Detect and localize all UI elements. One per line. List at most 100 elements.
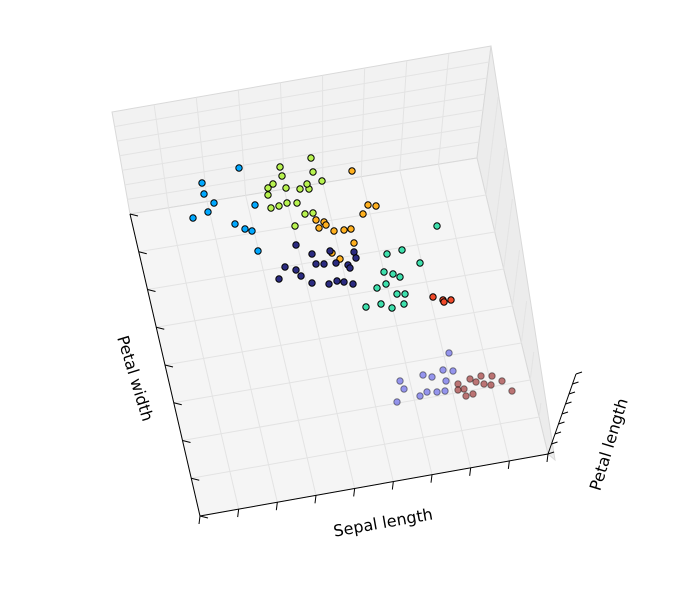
data-point <box>325 280 333 288</box>
data-point <box>487 381 495 389</box>
y-axis-tick <box>182 440 191 443</box>
data-point <box>333 277 341 285</box>
data-point <box>303 180 311 188</box>
data-point <box>296 185 304 193</box>
grid-line <box>122 109 484 171</box>
data-point <box>359 210 367 218</box>
data-point <box>278 172 286 180</box>
grid-lines <box>114 53 542 510</box>
z-axis-tick <box>565 401 572 405</box>
x-axis-tick <box>546 453 549 463</box>
data-point <box>433 388 441 396</box>
z-axis-tick <box>568 391 576 395</box>
data-point <box>388 304 396 312</box>
data-point <box>231 220 239 228</box>
data-point <box>469 390 477 398</box>
grid-line <box>399 60 408 171</box>
grid-line <box>437 164 510 462</box>
data-point <box>315 224 323 232</box>
y-axis-tick <box>173 402 182 406</box>
x-axis-tick <box>430 474 433 483</box>
data-point <box>442 377 450 385</box>
data-point <box>398 246 406 254</box>
data-point <box>396 377 404 385</box>
data-point <box>322 221 330 229</box>
data-point <box>291 222 299 230</box>
data-point <box>308 250 316 258</box>
grid-line <box>156 268 504 328</box>
z-axis-label: Petal length <box>586 396 632 493</box>
data-point <box>462 392 470 400</box>
data-point <box>198 179 206 187</box>
x-axis-tick <box>198 515 201 525</box>
grid-line <box>360 176 433 475</box>
grid-line <box>494 147 506 233</box>
data-point <box>372 202 380 210</box>
grid-line <box>114 61 490 128</box>
x-axis-label: Sepal length <box>332 505 434 541</box>
data-point <box>393 398 401 406</box>
x-axis-tick <box>237 509 240 518</box>
axis-ticks <box>129 213 583 525</box>
grid-line <box>529 351 535 381</box>
data-point <box>340 278 348 286</box>
data-point <box>477 372 485 380</box>
z-axis-tick <box>551 441 558 445</box>
data-point <box>400 385 408 393</box>
data-point <box>382 280 390 288</box>
data-point <box>281 263 289 271</box>
x-axis-tick <box>507 460 510 469</box>
data-point <box>393 290 401 298</box>
grid-line <box>127 141 480 200</box>
data-point <box>454 380 462 388</box>
data-point <box>401 290 409 298</box>
data-point <box>373 284 381 292</box>
y-axis-tick <box>199 515 209 519</box>
data-point <box>340 226 348 234</box>
data-point <box>248 227 256 235</box>
data-point <box>267 204 275 212</box>
y-axis-tick <box>147 289 156 292</box>
grid-line <box>117 77 488 142</box>
grid-line <box>168 207 240 510</box>
data-point <box>441 387 449 395</box>
grid-line <box>153 104 170 208</box>
z-axis-tick <box>575 371 583 375</box>
x-axis-tick <box>275 502 278 511</box>
y-axis-tick <box>138 251 147 255</box>
data-point <box>362 303 370 311</box>
grid-line <box>245 195 317 496</box>
grid-line <box>520 300 528 344</box>
grid-line <box>279 82 285 190</box>
data-point <box>189 214 197 222</box>
data-point <box>346 264 354 272</box>
data-point <box>498 377 506 385</box>
y-axis-tick <box>129 213 139 217</box>
grid-line <box>119 93 486 157</box>
data-point <box>439 366 447 374</box>
data-point <box>330 227 338 235</box>
z-axis-tick <box>554 431 562 435</box>
grid-line <box>538 402 542 418</box>
y-axis-label: Petal width <box>113 333 157 423</box>
data-point <box>350 248 358 256</box>
data-point <box>350 239 358 247</box>
data-point <box>264 191 272 199</box>
data-point <box>377 300 385 308</box>
data-point <box>326 247 334 255</box>
data-point <box>301 210 309 218</box>
data-point <box>447 296 455 304</box>
data-point <box>275 275 283 283</box>
x-axis-tick <box>353 488 356 497</box>
data-point <box>419 371 427 379</box>
z-axis-tick <box>547 451 555 455</box>
data-point <box>307 154 315 162</box>
data-point <box>416 259 424 267</box>
data-point <box>297 272 305 280</box>
data-point <box>254 247 262 255</box>
data-point <box>292 241 300 249</box>
z-axis-tick <box>561 411 569 415</box>
grid-line <box>173 342 522 404</box>
data-point <box>293 199 301 207</box>
data-point <box>269 180 277 188</box>
